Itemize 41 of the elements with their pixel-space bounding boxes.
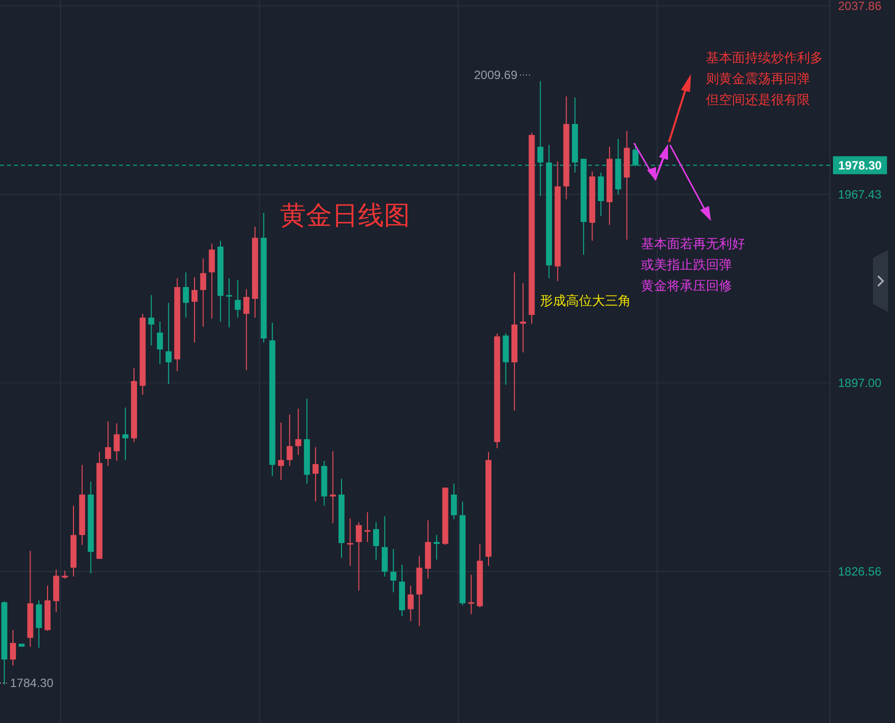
candlestick (148, 294, 154, 346)
candlestick (10, 630, 16, 666)
candlestick (234, 280, 241, 318)
candlestick (373, 522, 380, 560)
candlestick (243, 288, 250, 371)
candlestick (364, 512, 370, 542)
candlestick (286, 414, 293, 466)
annotation: 基本面若再无利好或美指止跌回弹黄金将承压回修 (641, 236, 745, 293)
y-tick-label: 1826.56 (838, 564, 882, 579)
candlestick (182, 272, 189, 318)
y-tick-label: 1897.00 (838, 376, 882, 390)
candlestick (200, 258, 206, 328)
candlestick (347, 518, 354, 566)
candlestick (468, 574, 474, 615)
candlestick (312, 446, 319, 502)
candlestick (226, 278, 232, 328)
annotation: 形成高位大三角 (540, 293, 631, 308)
candlestick (450, 483, 457, 520)
candlestick (330, 450, 336, 524)
candlestick (36, 600, 42, 648)
candlestick (295, 408, 302, 456)
candlestick (122, 407, 128, 461)
candlestick (408, 585, 414, 622)
ref-line-label: 1978.30 (838, 158, 882, 172)
annotation: 基本面持续炒作利多则黄金震荡再回弹但空间还是很有限 (706, 50, 823, 107)
candlestick (278, 422, 284, 480)
candlestick (114, 422, 120, 462)
candlestick (390, 548, 396, 593)
annotation: 1784.30 (10, 676, 54, 690)
candlestick (520, 282, 526, 353)
y-tick-label: 2037.86 (838, 0, 882, 13)
candlestick (192, 276, 198, 343)
candlestick (156, 321, 163, 365)
y-tick-label: 1967.43 (838, 188, 882, 202)
candlestick (105, 420, 112, 466)
text: 黄金日线图 (280, 200, 410, 230)
annotation: 2009.69 (474, 68, 518, 82)
candlestick (356, 522, 362, 591)
candlestick (434, 534, 440, 560)
candlestick (208, 243, 215, 320)
candlestick (166, 302, 172, 384)
